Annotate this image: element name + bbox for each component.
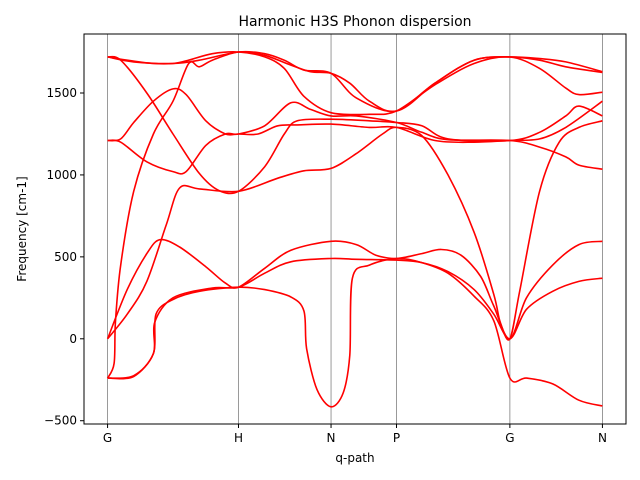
y-axis-ticks: −500 0 500 1000 1500	[44, 86, 84, 428]
y-tick-label-1: 0	[69, 332, 77, 346]
x-tick-label-4: G	[505, 431, 514, 445]
high-symmetry-lines	[107, 34, 603, 424]
dispersion-branch-0	[107, 257, 603, 408]
dispersion-branch-5	[107, 55, 603, 195]
x-axis-label: q-path	[335, 451, 374, 465]
dispersion-branch-8	[107, 257, 603, 380]
y-tick-label-4: 1500	[46, 86, 77, 100]
x-tick-label-5: N	[598, 431, 607, 445]
y-tick-label-3: 1000	[46, 168, 77, 182]
dispersion-branch-7	[107, 87, 603, 144]
x-tick-label-3: P	[393, 431, 400, 445]
x-tick-label-0: G	[103, 431, 112, 445]
y-axis-label: Frequency [cm-1]	[15, 176, 29, 281]
x-tick-label-1: H	[234, 431, 243, 445]
x-tick-label-2: N	[327, 431, 336, 445]
dispersion-branch-9	[107, 50, 603, 113]
y-tick-label-0: −500	[44, 414, 77, 428]
plot-frame	[83, 33, 627, 425]
dispersion-branch-6	[107, 101, 603, 175]
dispersion-branch-2	[106, 120, 603, 341]
chart-title: Harmonic H3S Phonon dispersion	[238, 14, 471, 30]
dispersion-series	[106, 50, 603, 408]
y-tick-label-2: 500	[54, 250, 77, 264]
